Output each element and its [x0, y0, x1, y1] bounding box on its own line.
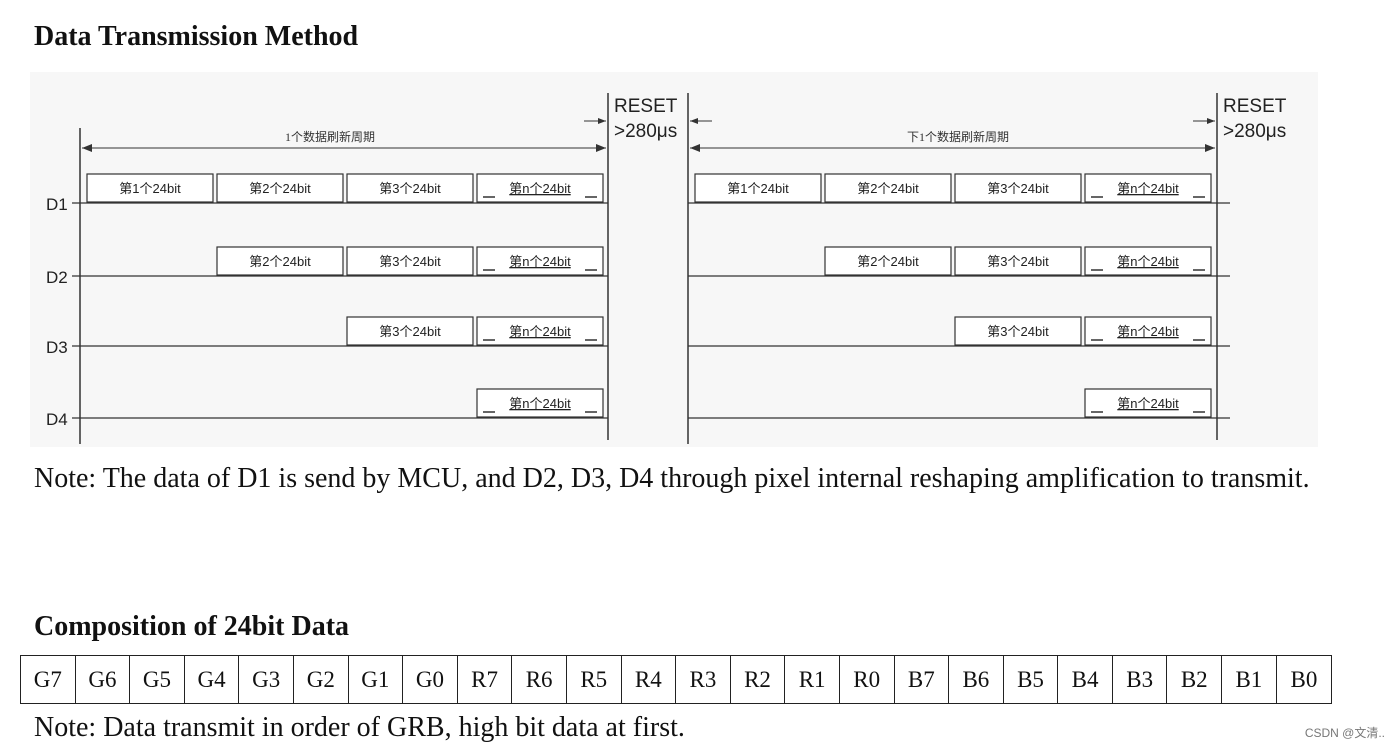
- arrow-head: [1205, 144, 1215, 152]
- packet-box: [1084, 246, 1212, 276]
- packet-box: [694, 173, 822, 203]
- bit-cell: B2: [1167, 656, 1223, 703]
- bit-cell: B6: [949, 656, 1004, 703]
- packet-label: 第n个24bit: [509, 324, 571, 339]
- packet-box: [346, 246, 474, 276]
- bit-cell: G5: [130, 656, 185, 703]
- arrow-head: [598, 118, 606, 124]
- bit-cell: R7: [458, 656, 513, 703]
- bit-cell: R2: [731, 656, 786, 703]
- reset-time-label: >280μs: [614, 121, 677, 142]
- packet-box: [86, 173, 214, 203]
- packet-box: [1084, 316, 1212, 346]
- packet-label: 第3个24bit: [379, 254, 441, 269]
- line-label-d1: D1: [46, 195, 68, 214]
- bit-cell: G7: [21, 656, 76, 703]
- bit-composition-table: G7 G6 G5 G4 G3 G2 G1 G0 R7 R6 R5 R4 R3 R2 R1 R0 B7 B6 B5 B4…: [20, 655, 1333, 704]
- transmission-note: Note: The data of D1 is send by MCU, and…: [34, 463, 1310, 494]
- section-title-transmission: Data Transmission Method: [34, 21, 359, 52]
- arrow-head: [82, 144, 92, 152]
- section-title-composition: Composition of 24bit Data: [34, 611, 350, 642]
- arrow-head: [690, 144, 700, 152]
- bit-cell: G0: [403, 656, 458, 703]
- packet-label: 第n个24bit: [1117, 254, 1179, 269]
- packet-label: 第n个24bit: [1117, 181, 1179, 196]
- packet-label: 第3个24bit: [987, 181, 1049, 196]
- bit-cell: B7: [895, 656, 950, 703]
- packet-box: [216, 173, 344, 203]
- reset-time-label: >280μs: [1223, 121, 1286, 142]
- bit-cell: R0: [840, 656, 895, 703]
- timing-diagram: D1 D2 D3 D4 1个数据刷新周期 RESET >280μs 下1个数据刷新周期 RESE…: [46, 93, 1287, 444]
- bit-cell: R3: [676, 656, 731, 703]
- packet-label: 第n个24bit: [509, 181, 571, 196]
- line-label-d4: D4: [46, 410, 68, 429]
- packet-box: [476, 388, 604, 418]
- packet-box: [216, 246, 344, 276]
- packet-label: 第n个24bit: [1117, 396, 1179, 411]
- packet-label: 第2个24bit: [249, 254, 311, 269]
- reset-label: RESET: [1223, 96, 1287, 117]
- bit-cell: B5: [1004, 656, 1059, 703]
- watermark: CSDN @文清..: [1304, 726, 1385, 740]
- packet-label: 第n个24bit: [509, 396, 571, 411]
- packet-label: 第1个24bit: [119, 181, 181, 196]
- bit-cell: R1: [785, 656, 840, 703]
- packet-box: [346, 173, 474, 203]
- packet-box: [824, 173, 952, 203]
- arrow-head: [1207, 118, 1215, 124]
- packet-label: 第3个24bit: [379, 181, 441, 196]
- packet-label: 第3个24bit: [379, 324, 441, 339]
- arrow-head: [596, 144, 606, 152]
- period-label: 下1个数据刷新周期: [907, 129, 1009, 144]
- bit-cell: B1: [1222, 656, 1277, 703]
- packet-label: 第2个24bit: [249, 181, 311, 196]
- packet-label: 第2个24bit: [857, 254, 919, 269]
- bit-cell: R5: [567, 656, 622, 703]
- order-note: Note: Data transmit in order of GRB, hig…: [34, 712, 685, 743]
- packet-label: 第1个24bit: [727, 181, 789, 196]
- bit-cell: G1: [349, 656, 404, 703]
- packet-box: [954, 173, 1082, 203]
- period-label: 1个数据刷新周期: [285, 129, 375, 144]
- packet-box: [1084, 173, 1212, 203]
- bit-cell: B3: [1113, 656, 1168, 703]
- reset-label: RESET: [614, 96, 678, 117]
- packet-box: [476, 173, 604, 203]
- bit-cell: G4: [185, 656, 240, 703]
- packet-label: 第n个24bit: [509, 254, 571, 269]
- packet-label: 第2个24bit: [857, 181, 919, 196]
- packet-box: [824, 246, 952, 276]
- packet-label: 第3个24bit: [987, 324, 1049, 339]
- line-label-d2: D2: [46, 268, 68, 287]
- packet-box: [476, 316, 604, 346]
- bit-cell: R4: [622, 656, 677, 703]
- bit-cell: G6: [76, 656, 131, 703]
- arrow-head: [690, 118, 698, 124]
- bit-cell: B4: [1058, 656, 1113, 703]
- bit-cell: B0: [1290, 666, 1318, 692]
- bit-cell: G2: [294, 656, 349, 703]
- line-label-d3: D3: [46, 338, 68, 357]
- bit-cell: R6: [512, 656, 567, 703]
- packet-box: [954, 316, 1082, 346]
- packet-box: [476, 246, 604, 276]
- packet-box: [346, 316, 474, 346]
- packet-label: 第3个24bit: [987, 254, 1049, 269]
- packet-box: [954, 246, 1082, 276]
- packet-label: 第n个24bit: [1117, 324, 1179, 339]
- packet-box: [1084, 388, 1212, 418]
- bit-cell: G3: [239, 656, 294, 703]
